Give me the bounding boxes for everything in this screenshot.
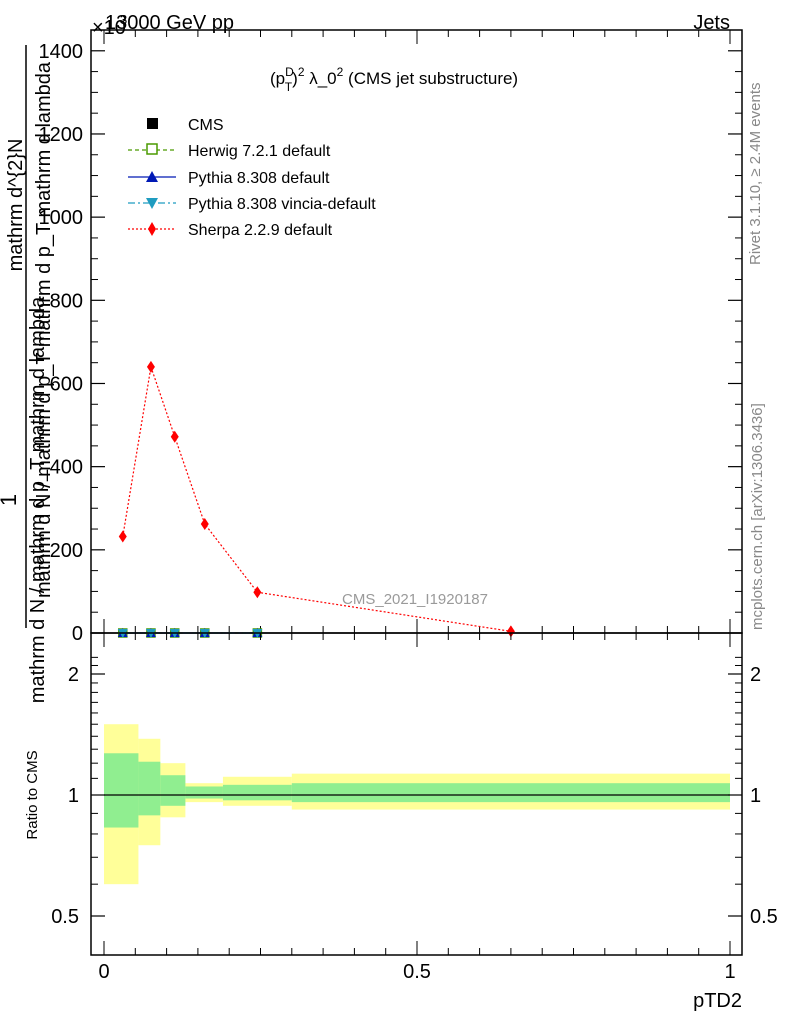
inner-uncertainty-band [185, 786, 223, 799]
legend-entry-herwig: Herwig 7.2.1 default [128, 143, 331, 160]
data-point-sherpa-2-2-9-default [506, 625, 515, 638]
main-y-tick-label: 1400 [39, 41, 84, 63]
ylabel-one: 1 [0, 494, 21, 506]
inner-uncertainty-band [291, 783, 730, 803]
legend-label-vincia: Pythia 8.308 vincia-default [188, 196, 376, 213]
exponent-label: ×10 [92, 17, 126, 39]
ratio-y-tick-label-right: 2 [750, 664, 761, 686]
rivet-side-label: Rivet 3.1.10, ≥ 2.4M events [747, 83, 764, 266]
main-y-tick-label: 0 [72, 623, 83, 645]
ratio-ylabel: Ratio to CMS [24, 750, 41, 839]
legend-marker-pythia [146, 171, 158, 182]
legend: CMS Herwig 7.2.1 default Pythia 8.308 de… [128, 117, 376, 239]
legend-marker-herwig [146, 143, 158, 155]
ylabel-bottom: mathrm d N / mathrm d p_T mathrm d lambd… [27, 296, 49, 703]
ratio-y-tick-label: 1 [68, 785, 79, 807]
data-point-sherpa-2-2-9-default [170, 430, 179, 443]
legend-entry-cms: CMS [147, 117, 224, 134]
main-title: (pD T)2 λ_02 (CMS jet substructure) [270, 65, 518, 94]
inner-uncertainty-band [160, 775, 186, 806]
legend-label-pythia: Pythia 8.308 default [188, 170, 330, 187]
main-y-tick-label: 600 [50, 373, 83, 395]
ylabel-denominator: mathrm d N / mathrm d p_T mathrm d p_T m… [33, 61, 55, 598]
main-y-tick-label: 200 [50, 540, 83, 562]
header-left-title: 13000 GeV pp [105, 12, 234, 34]
main-y-tick-label: 400 [50, 457, 83, 479]
x-axis-label: pTD2 [693, 990, 742, 1012]
ratio-y-tick-label-right: 1 [750, 785, 761, 807]
ratio-bands [104, 724, 730, 885]
x-tick-label: 0 [98, 961, 109, 983]
legend-label-herwig: Herwig 7.2.1 default [188, 143, 331, 160]
ratio-y-tick-label: 2 [68, 664, 79, 686]
data-point-sherpa-2-2-9-default [118, 530, 127, 543]
inner-uncertainty-band [138, 761, 161, 816]
x-tick-label: 1 [724, 961, 735, 983]
exponent-power: 3 [120, 12, 127, 27]
main-y-ticks: 0 200 400 600 800 1000 1200 1400 [39, 29, 742, 645]
header-right-title: Jets [693, 12, 730, 34]
legend-entry-sherpa: Sherpa 2.2.9 default [128, 222, 333, 239]
legend-entry-vincia: Pythia 8.308 vincia-default [128, 196, 376, 213]
ratio-ticks: 0.5 0.5 1 1 2 2 0 0.5 1 [51, 633, 778, 983]
main-ylabel: 1 mathrm d^{2}N mathrm d N / mathrm d p_… [0, 45, 55, 703]
x-tick-label: 0.5 [403, 961, 431, 983]
ylabel-numerator: mathrm d^{2}N [5, 139, 27, 272]
legend-label-cms: CMS [188, 117, 224, 134]
ratio-y-tick-label: 0.5 [51, 906, 79, 928]
main-y-tick-label: 1000 [39, 207, 84, 229]
legend-label-sherpa: Sherpa 2.2.9 default [188, 222, 333, 239]
legend-entry-pythia: Pythia 8.308 default [128, 170, 330, 187]
legend-marker-cms [147, 118, 158, 129]
inner-uncertainty-band [222, 784, 292, 801]
main-y-tick-label: 800 [50, 290, 83, 312]
main-y-tick-label: 1200 [39, 124, 84, 146]
legend-marker-sherpa [148, 222, 156, 236]
data-point-sherpa-2-2-9-default [253, 586, 262, 599]
mcplots-side-label: mcplots.cern.ch [arXiv:1306.3436] [749, 403, 766, 630]
series-sherpa-2-2-9-default [118, 360, 515, 638]
ratio-y-tick-label-right: 0.5 [750, 906, 778, 928]
data-point-sherpa-2-2-9-default [200, 518, 209, 531]
inner-uncertainty-band [104, 753, 139, 828]
watermark: CMS_2021_I1920187 [342, 591, 488, 608]
data-point-sherpa-2-2-9-default [146, 360, 155, 373]
legend-marker-vincia [146, 198, 158, 209]
